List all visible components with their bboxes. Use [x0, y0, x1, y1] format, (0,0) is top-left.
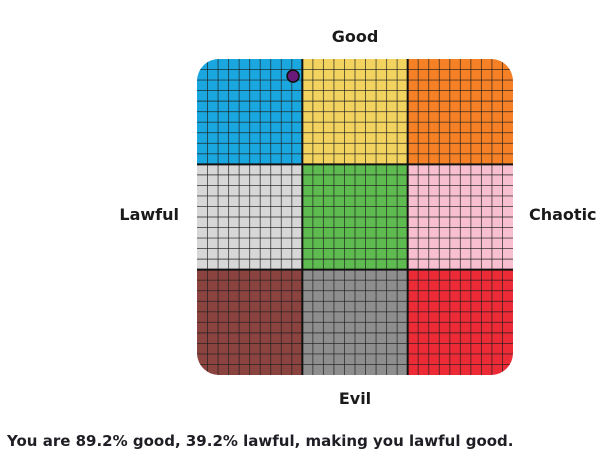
axis-label-good: Good — [331, 27, 379, 46]
axis-label-lawful: Lawful — [119, 205, 179, 224]
region-dividers — [197, 59, 513, 375]
axis-label-chaotic: Chaotic — [529, 205, 597, 224]
alignment-marker — [286, 69, 300, 83]
grid-lines — [197, 59, 513, 375]
marker-layer — [286, 69, 300, 83]
axis-label-evil: Evil — [338, 389, 372, 408]
result-summary: You are 89.2% good, 39.2% lawful, making… — [7, 432, 514, 450]
